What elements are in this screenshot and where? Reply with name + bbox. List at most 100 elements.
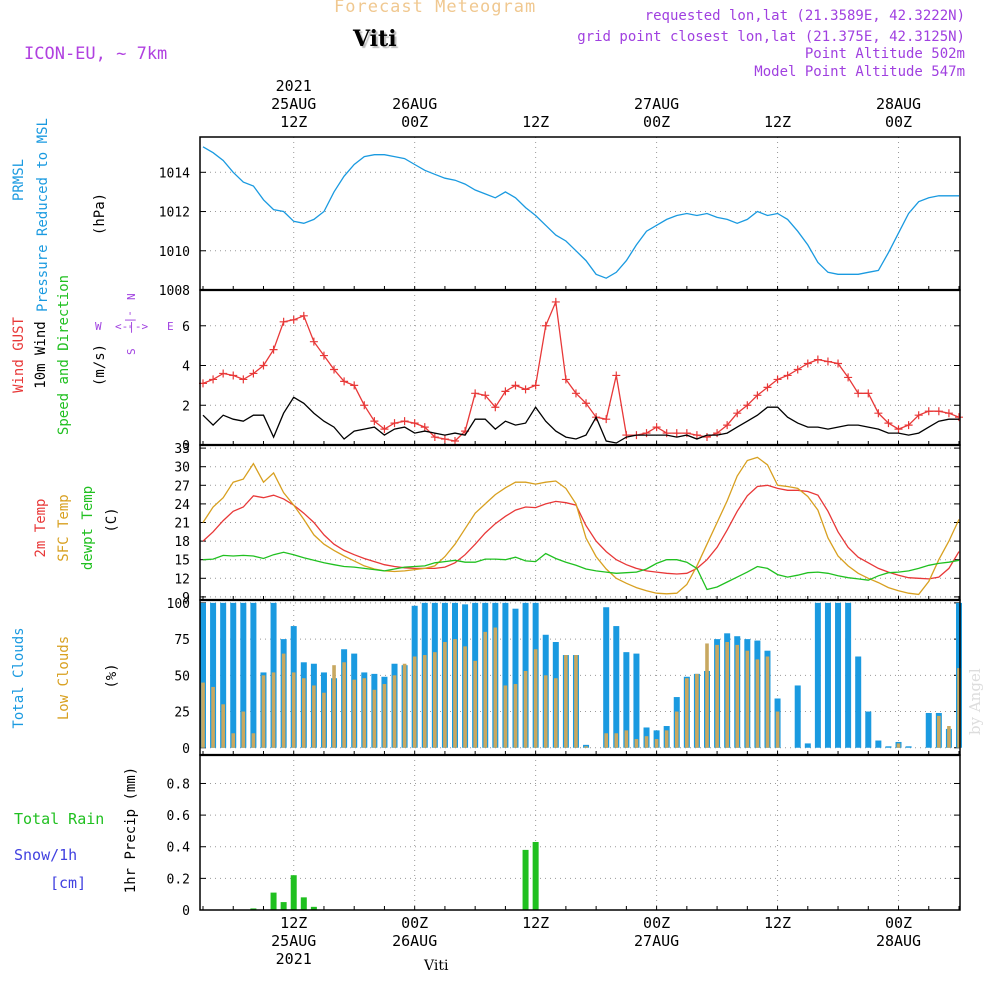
low-cloud-bar: [241, 711, 246, 748]
gust-marker: [944, 409, 953, 418]
total-cloud-bar: [220, 602, 227, 748]
low-cloud-bar: [664, 730, 669, 748]
time-label-top: 12Z: [522, 113, 549, 131]
time-label-bottom: 00Z: [401, 914, 428, 932]
panel-axis-label: SFC Temp: [56, 494, 72, 561]
low-cloud-bar: [463, 646, 467, 748]
gust-marker: [249, 369, 258, 378]
total-cloud-bar: [885, 746, 892, 748]
panel-frame: [199, 136, 961, 291]
gust-marker: [400, 417, 409, 426]
gust-marker: [511, 381, 520, 390]
gust-marker: [259, 361, 268, 370]
gust-marker: [360, 401, 369, 410]
low-cloud-bar: [695, 673, 699, 748]
gust-marker: [289, 315, 298, 324]
panel-axis-label: (%): [104, 663, 120, 688]
panel-axis-label: 1hr Precip (mm): [123, 767, 139, 893]
panel-axis-label: Wind GUST: [11, 317, 27, 393]
y-tick-label: 21: [174, 517, 190, 532]
time-label-bottom: 12Z: [280, 914, 307, 932]
low-cloud-bar: [735, 644, 740, 748]
rain-bar: [522, 849, 529, 910]
gust-marker: [299, 311, 308, 320]
gust-marker: [894, 425, 903, 434]
low-cloud-bar: [705, 643, 709, 748]
rain-bar: [270, 892, 277, 910]
low-cloud-bar: [654, 739, 659, 748]
gust-marker: [924, 407, 933, 416]
gust-marker: [582, 399, 591, 408]
low-cloud-bar: [231, 733, 236, 748]
gust-marker: [340, 377, 349, 386]
low-cloud-bar: [402, 663, 407, 748]
y-tick-label: 75: [174, 633, 190, 648]
low-cloud-bar: [957, 668, 961, 748]
station-name: Viti: [353, 26, 397, 52]
model-label: ICON-EU, ~ 7km: [24, 44, 168, 64]
panel-axis-label: dewpt Temp: [80, 486, 96, 570]
gust-marker: [692, 431, 701, 440]
low-cloud-bar: [775, 711, 780, 748]
low-cloud-bar: [453, 639, 457, 748]
gust-marker: [551, 297, 560, 306]
total-cloud-bar: [814, 602, 821, 748]
panel-axis-label: 10m Wind: [33, 321, 49, 388]
low-cloud-bar: [372, 689, 377, 748]
gust-marker: [541, 321, 550, 330]
gust-marker: [642, 429, 651, 438]
low-cloud-bar: [674, 711, 679, 748]
gust-marker: [672, 429, 681, 438]
gust-marker: [753, 391, 762, 400]
y-tick-label: 0.2: [167, 872, 190, 887]
time-label-top: 12Z: [280, 113, 307, 131]
gust-marker: [834, 359, 843, 368]
total-cloud-bar: [633, 653, 640, 748]
compass-n: N: [125, 293, 138, 300]
gust-marker: [904, 421, 913, 430]
gust-marker: [723, 421, 732, 430]
y-tick-label: 9: [182, 591, 190, 606]
gust-marker: [410, 419, 419, 428]
low-cloud-bar: [533, 649, 538, 748]
low-cloud-bar: [382, 684, 387, 748]
y-tick-label: 33: [174, 442, 190, 457]
time-label-bottom: 27AUG: [634, 932, 679, 950]
gust-marker: [602, 415, 611, 424]
y-tick-label: 0: [182, 742, 190, 757]
total-cloud-bar: [623, 652, 630, 748]
compass-e: E: [167, 320, 174, 333]
low-cloud-bar: [322, 692, 326, 748]
low-cloud-bar: [543, 675, 548, 748]
time-label-bottom: 26AUG: [392, 932, 437, 950]
gust-marker: [773, 375, 782, 384]
line-prmsl: [202, 146, 959, 279]
low-cloud-bar: [937, 715, 941, 748]
panel-precip: 0 0.2 0.4 0.6 0.8: [167, 754, 961, 919]
total-cloud-bar: [613, 626, 620, 748]
gust-marker: [501, 387, 510, 396]
low-cloud-bar: [392, 675, 397, 748]
gust-marker: [612, 371, 621, 380]
rain-bar: [250, 908, 257, 910]
low-cloud-bar: [624, 730, 629, 748]
gust-marker: [813, 355, 822, 364]
panel-axis-label: (m/s): [92, 344, 108, 386]
total-cloud-bar: [865, 711, 872, 748]
time-label-top: 00Z: [885, 113, 912, 131]
low-cloud-bar: [362, 678, 367, 748]
y-tick-label: 2: [182, 399, 190, 414]
y-tick-label: 25: [174, 706, 190, 721]
gust-marker: [390, 419, 399, 428]
gust-marker: [914, 411, 923, 420]
time-label-bottom: 2021: [276, 950, 312, 968]
total-cloud-bar: [855, 656, 862, 748]
low-cloud-bar: [644, 736, 649, 748]
panel-clouds: 0 25 50 75 100: [167, 597, 962, 757]
y-tick-label: 6: [182, 320, 190, 335]
low-cloud-bar: [554, 678, 558, 748]
gust-marker: [803, 359, 812, 368]
time-label-top: 27AUG: [634, 95, 679, 113]
compass-s: S: [125, 348, 138, 355]
low-cloud-bar: [302, 678, 306, 748]
